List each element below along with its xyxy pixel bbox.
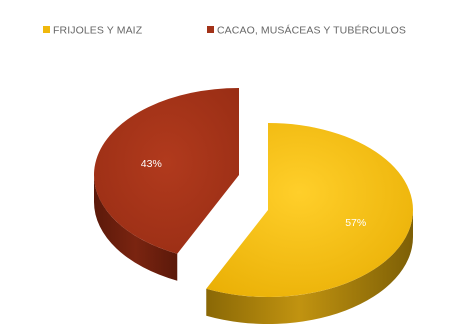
legend-label-cacao-musaceas-y-tuberculos: CACAO, MUSÁCEAS Y TUBÉRCULOS [217,24,406,37]
pie-slice-side-frijoles-y-maiz [206,210,413,325]
pie-slice-frijoles-y-maiz: 57% [206,123,413,325]
legend-item-frijoles-y-maiz: FRIJOLES Y MAIZ [43,25,143,37]
pie-slice-top-frijoles-y-maiz [206,123,413,297]
legend-swatch-cacao-musaceas-y-tuberculos [207,26,214,33]
legend: FRIJOLES Y MAIZ CACAO, MUSÁCEAS Y TUBÉRC… [43,24,406,37]
legend-label-frijoles-y-maiz: FRIJOLES Y MAIZ [53,25,143,37]
pie-slice-label-cacao-musaceas-y-tuberculos: 43% [141,158,162,170]
legend-swatch-frijoles-y-maiz [43,26,50,33]
legend-item-cacao-musaceas-y-tuberculos: CACAO, MUSÁCEAS Y TUBÉRCULOS [207,24,406,37]
pie-slice-side-cacao-musaceas-y-tuberculos [93,175,178,281]
pie-slice-label-frijoles-y-maiz: 57% [345,217,366,229]
pie-slice-cacao-musaceas-y-tuberculos: 43% [93,88,239,281]
pie-slice-top-cacao-musaceas-y-tuberculos [93,88,239,254]
